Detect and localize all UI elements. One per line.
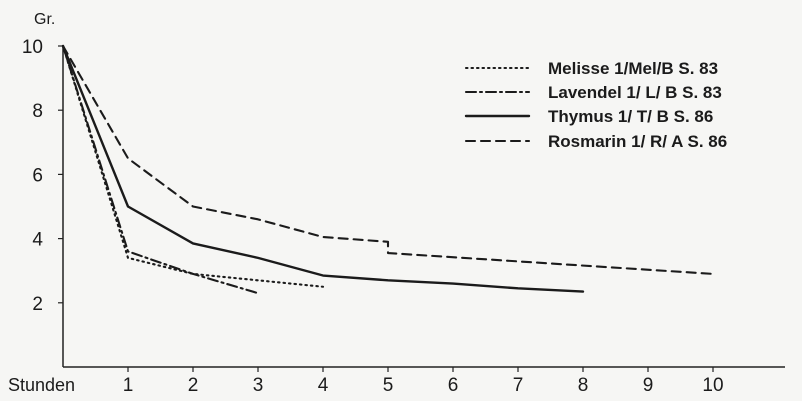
series-0-point-4 — [322, 286, 324, 288]
series-3-point-1 — [127, 158, 129, 160]
series-3-point-0 — [62, 45, 64, 47]
series-3-point-5 — [387, 241, 389, 243]
y-tick-label-6: 6 — [32, 165, 43, 186]
legend-label-2: Thymus 1/ T/ B S. 86 — [548, 107, 713, 126]
x-tick-label-3: 3 — [253, 375, 264, 396]
x-tick-label-7: 7 — [513, 375, 524, 396]
x-tick-label-10: 10 — [702, 375, 723, 396]
x-tick-label-9: 9 — [643, 375, 654, 396]
x-tick-label-2: 2 — [188, 375, 199, 396]
series-1-point-1 — [127, 251, 129, 253]
series-line-0 — [61, 44, 325, 288]
series-2-point-4 — [322, 275, 324, 277]
x-tick-label-6: 6 — [448, 375, 459, 396]
series-3-point-6 — [387, 252, 389, 254]
legend-label-3: Rosmarin 1/ R/ A S. 86 — [548, 132, 727, 151]
series-2-point-2 — [192, 243, 194, 245]
y-tick-label-10: 10 — [22, 37, 43, 58]
series-3-point-2 — [192, 206, 194, 208]
series-1-point-3 — [257, 292, 259, 294]
series-2-point-1 — [127, 206, 129, 208]
y-tick-label-2: 2 — [32, 294, 43, 315]
series-2-point-6 — [452, 283, 454, 285]
series-2-point-5 — [387, 280, 389, 282]
series-layer — [61, 44, 715, 295]
y-axis-title: Gr. — [34, 11, 55, 28]
x-tick-label-8: 8 — [578, 375, 589, 396]
series-0-point-3 — [257, 280, 259, 282]
y-tick-label-8: 8 — [32, 101, 43, 122]
series-3-point-7 — [712, 273, 714, 275]
series-2-point-3 — [257, 257, 259, 259]
x-tick-label-1: 1 — [123, 375, 134, 396]
series-3-point-4 — [322, 236, 324, 238]
x-axis-title: Stunden — [8, 375, 75, 395]
legend-layer: Melisse 1/Mel/B S. 83 Lavendel 1/ L/ B S.… — [464, 59, 727, 151]
series-line-1 — [61, 44, 260, 295]
series-line-3 — [61, 44, 715, 275]
x-tick-label-4: 4 — [318, 375, 329, 396]
x-tick-label-5: 5 — [383, 375, 394, 396]
series-2-point-7 — [517, 288, 519, 290]
series-line-2 — [61, 44, 585, 293]
legend-label-1: Lavendel 1/ L/ B S. 83 — [548, 83, 722, 102]
series-1-point-2 — [192, 273, 194, 275]
series-0-point-1 — [127, 257, 129, 259]
series-3-point-3 — [257, 219, 259, 221]
y-tick-label-4: 4 — [32, 230, 43, 251]
series-2-point-8 — [582, 291, 584, 293]
legend-label-0: Melisse 1/Mel/B S. 83 — [548, 59, 718, 78]
